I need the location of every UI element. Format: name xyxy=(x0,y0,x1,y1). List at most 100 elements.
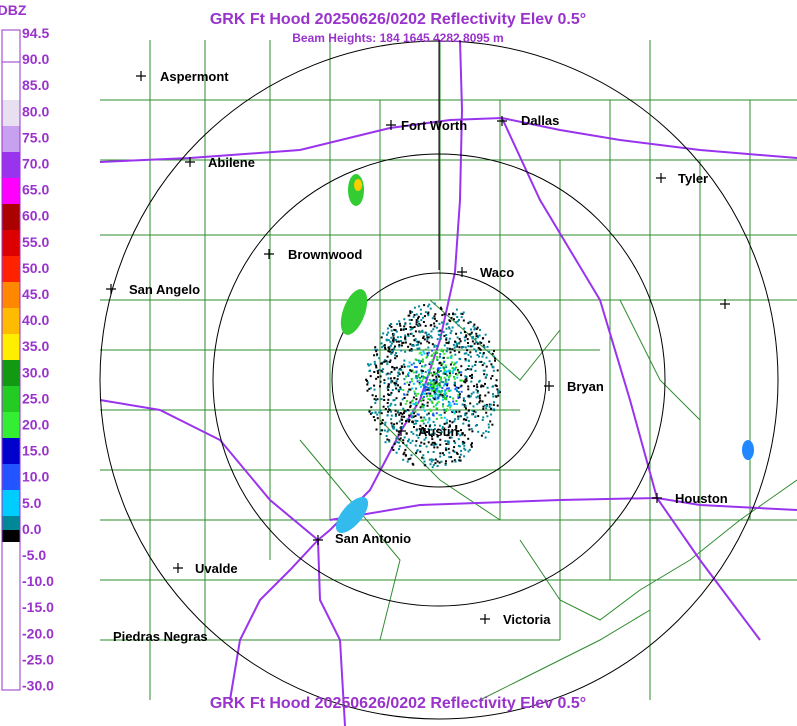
echo-pixel xyxy=(448,347,451,350)
echo-pixel xyxy=(415,359,418,362)
echo-pixel xyxy=(455,366,457,369)
echo-pixel xyxy=(412,344,415,347)
echo-pixel xyxy=(439,379,442,382)
echo-pixel xyxy=(379,385,381,388)
echo-pixel xyxy=(411,462,414,465)
echo-pixel xyxy=(433,398,436,401)
echo-pixel xyxy=(395,437,398,440)
echo-pixel xyxy=(422,422,425,425)
echo-pixel xyxy=(445,341,448,344)
echo-pixel xyxy=(390,336,393,339)
echo-pixel xyxy=(487,391,490,394)
echo-pixel xyxy=(429,463,432,466)
radar-echo xyxy=(335,174,754,534)
legend-label: -15.0 xyxy=(22,599,54,615)
echo-pixel xyxy=(426,404,429,407)
echo-pixel xyxy=(373,419,376,422)
echo-pixel xyxy=(398,438,401,441)
echo-pixel xyxy=(414,366,416,368)
echo-pixel xyxy=(382,332,385,335)
echo-pixel xyxy=(402,458,405,461)
echo-pixel xyxy=(429,410,432,413)
echo-pixel xyxy=(460,384,463,387)
echo-pixel xyxy=(448,376,451,379)
echo-pixel xyxy=(384,408,387,410)
echo-pixel xyxy=(368,387,371,390)
echo-pixel xyxy=(407,334,410,337)
echo-pixel xyxy=(431,374,434,377)
echo-pixel xyxy=(366,379,368,382)
echo-pixel xyxy=(496,369,499,372)
echo-pixel xyxy=(403,436,406,439)
echo-pixel xyxy=(428,408,431,411)
echo-pixel xyxy=(473,342,476,345)
echo-pixel xyxy=(427,311,430,314)
echo-pixel xyxy=(428,378,431,381)
echo-pixel xyxy=(430,458,433,461)
echo-pixel xyxy=(389,404,392,407)
echo-pixel xyxy=(419,324,422,327)
echo-pixel xyxy=(426,401,429,404)
echo-pixel xyxy=(467,424,470,427)
echo-pixel xyxy=(427,451,430,454)
echo-pixel xyxy=(436,345,439,348)
echo-pixel xyxy=(434,397,437,400)
echo-pixel xyxy=(463,336,466,339)
echo-pixel xyxy=(376,348,379,351)
echo-pixel xyxy=(419,416,422,419)
echo-pixel xyxy=(482,353,485,356)
echo-pixel xyxy=(425,424,427,427)
echo-pixel xyxy=(439,452,442,455)
echo-pixel xyxy=(446,434,449,437)
echo-pixel xyxy=(390,325,393,328)
echo-pixel xyxy=(453,459,456,462)
legend-label: 0.0 xyxy=(22,521,42,537)
echo-pixel xyxy=(388,346,391,348)
echo-pixel xyxy=(418,383,421,386)
echo-pixel xyxy=(434,395,437,398)
echo-pixel xyxy=(473,348,476,351)
echo-pixel xyxy=(401,413,404,416)
echo-pixel xyxy=(417,373,420,376)
echo-pixel xyxy=(408,318,411,321)
echo-pixel xyxy=(417,324,420,327)
echo-pixel xyxy=(430,384,433,386)
legend-label: 35.0 xyxy=(22,338,49,354)
echo-pixel xyxy=(432,378,435,381)
echo-pixel xyxy=(446,418,449,421)
echo-pixel xyxy=(420,385,422,388)
echo-pixel xyxy=(455,388,458,391)
echo-pixel xyxy=(451,361,453,364)
echo-pixel xyxy=(408,419,411,422)
city-label: Bryan xyxy=(567,379,604,394)
echo-pixel xyxy=(492,366,495,369)
echo-pixel xyxy=(482,352,485,354)
echo-pixel xyxy=(419,376,422,379)
echo-pixel xyxy=(467,365,470,367)
echo-pixel xyxy=(446,408,448,411)
echo-pixel xyxy=(453,362,456,365)
echo-pixel xyxy=(393,368,396,371)
echo-pixel xyxy=(453,375,455,378)
echo-pixel xyxy=(411,311,413,313)
echo-pixel xyxy=(371,394,374,397)
echo-pixel xyxy=(443,352,446,355)
echo-pixel xyxy=(418,379,421,382)
echo-pixel xyxy=(465,335,468,338)
echo-pixel xyxy=(377,376,380,379)
echo-pixel xyxy=(453,346,456,349)
echo-pixel xyxy=(388,350,391,353)
echo-pixel xyxy=(380,362,383,365)
echo-pixel xyxy=(475,383,478,386)
echo-pixel xyxy=(455,451,458,454)
legend-label: 50.0 xyxy=(22,260,49,276)
echo-pixel xyxy=(391,348,394,351)
echo-pixel xyxy=(419,342,422,345)
echo-pixel xyxy=(435,412,438,415)
echo-pixel xyxy=(435,326,438,329)
echo-pixel xyxy=(368,410,371,413)
echo-pixel xyxy=(457,438,460,441)
echo-pixel xyxy=(421,360,424,363)
echo-pixel xyxy=(408,414,411,417)
echo-pixel xyxy=(398,413,401,416)
